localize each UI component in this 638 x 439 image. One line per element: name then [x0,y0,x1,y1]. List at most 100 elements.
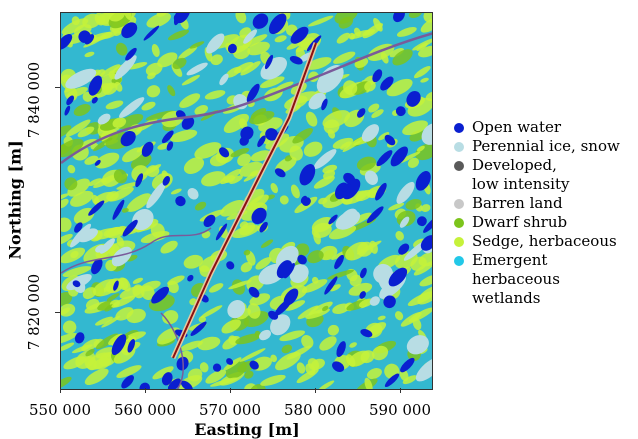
water-lake [151,286,170,304]
water-lake [274,298,292,316]
water-lake [122,219,138,237]
ice-lake [95,244,105,253]
sedge-patch [239,348,266,362]
sedge-patch [83,34,107,48]
ice-lake [227,300,246,319]
sedge-patch [319,336,337,351]
sedge-patch [146,13,171,28]
sedge-patch [123,13,132,20]
legend-label: Emergent herbaceous [472,251,560,288]
sedge-patch [61,233,73,245]
sedge-patch [73,207,95,224]
sedge-patch [221,319,241,334]
water-lake [173,13,185,26]
water-lake [334,254,344,270]
sedge-patch [407,291,432,306]
legend-swatch [454,237,464,247]
sedge-patch [286,345,312,360]
sedge-patch [306,57,332,70]
river [61,32,432,165]
water-lake [249,360,259,370]
sedge-patch [80,138,98,148]
y-tick-label: 7 820 000 [25,273,43,351]
legend-swatch [454,199,464,209]
sedge-patch [230,148,250,158]
water-lake [74,332,85,344]
water-lake [125,47,137,61]
sedge-patch [61,291,73,306]
sedge-patch [62,266,92,278]
sedge-patch [307,250,324,264]
water-lake [259,221,268,233]
water-lake [380,76,394,91]
sedge-patch [412,317,422,331]
sedge-patch [317,380,335,389]
sedge-patch [421,204,431,212]
ice-lake [361,124,380,142]
x-axis-title: Easting [m] [194,420,300,439]
water-lake [94,159,101,166]
sedge-patch [95,152,120,169]
water-lake [276,260,293,279]
sedge-patch [183,157,205,174]
sedge-patch [327,324,340,336]
sedge-patch [237,153,251,167]
x-tick-label: 570 000 [198,401,262,419]
water-lake [141,141,154,157]
ice-lake [421,123,432,145]
water-lake [289,55,303,65]
sedge-patch [117,277,129,291]
legend-label-line2: wetlands [472,289,541,307]
water-lake [299,163,316,186]
sedge-patch [366,368,382,380]
water-lake [400,357,415,373]
ice-lake [373,263,394,284]
sedge-patch [228,279,252,290]
water-lake [376,150,393,167]
water-lake [161,130,174,144]
water-lake [336,341,346,358]
water-lake [240,126,254,140]
sedge-patch [368,103,380,113]
sedge-patch [220,199,246,217]
sedge-patch [402,375,417,385]
sedge-patch [249,170,260,177]
sedge-patch [239,222,256,236]
water-lake [61,34,73,50]
sedge-patch [416,145,425,152]
water-lake [415,170,431,191]
sedge-patch [66,86,88,98]
sedge-patch [244,370,254,379]
sedge-patch [151,43,160,57]
sedge-patch [371,345,389,361]
sedge-patch [274,35,287,43]
ice-lake [114,55,137,80]
sedge-patch [284,155,293,162]
ice-lake [97,113,111,125]
sedge-patch [369,240,378,254]
water-lake [143,25,160,41]
water-lake [113,280,119,291]
x-tick-mark [315,388,316,393]
sedge-patch [61,217,72,233]
sedge-patch [357,241,374,257]
ice-lake [99,238,115,254]
sedge-patch [85,348,95,357]
ice-lake [369,296,380,306]
water-lake [264,54,274,70]
legend-swatch [454,218,464,228]
land-cover-map[interactable] [60,12,433,390]
water-lake [297,254,307,265]
sedge-patch [402,120,428,136]
sedge-patch [64,177,78,191]
ice-lake [65,68,97,89]
sedge-patch [239,118,248,130]
sedge-patch [61,18,89,35]
ice-lake [364,170,378,185]
water-lake [112,199,125,220]
sedge-patch [126,308,146,324]
sedge-patch [279,330,306,342]
map-canvas [61,13,432,389]
sedge-patch [181,74,200,86]
water-lake [175,196,186,207]
